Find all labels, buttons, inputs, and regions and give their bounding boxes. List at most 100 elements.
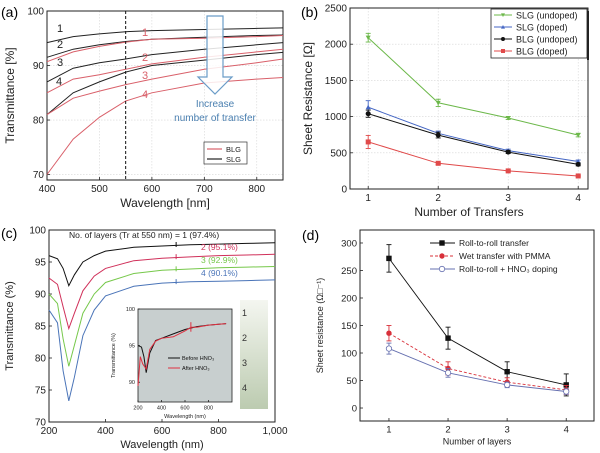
data-point-open-circle xyxy=(444,369,452,376)
x-axis-title: Wavelength (nm) xyxy=(164,414,206,420)
series-line xyxy=(46,77,284,175)
y-tick-label: 300 xyxy=(341,238,357,249)
data-point-circle xyxy=(505,149,511,155)
x-tick-label: 600 xyxy=(144,184,161,195)
panel-label-a: (a) xyxy=(1,4,18,20)
data-point-square xyxy=(504,369,510,375)
y-axis-title: Sheet Resistance [Ω] xyxy=(301,42,315,155)
data-point-triangle-down xyxy=(435,100,441,106)
x-tick-label: 800 xyxy=(210,426,227,437)
data-point-square xyxy=(435,160,441,166)
data-point-triangle-down xyxy=(501,13,505,17)
y-tick-label: 95 xyxy=(35,258,47,269)
x-tick-label: 200 xyxy=(133,406,142,412)
x-tick-label: 700 xyxy=(196,184,213,195)
chart-c-transmittance-spectra: 200 400 600 800 1,000 70 75 80 85 90 95 100 Waveleng… xyxy=(4,226,288,452)
x-tick-label: 600 xyxy=(180,406,189,412)
series-line xyxy=(46,51,284,115)
series-line xyxy=(46,34,284,58)
curve-label: 4 (90.1%) xyxy=(201,268,238,278)
x-tick-label: 800 xyxy=(248,184,265,195)
y-tick-label: 80 xyxy=(35,354,47,365)
x-tick-label: 400 xyxy=(39,184,56,195)
series-line xyxy=(388,258,567,386)
inset-legend-label: After HNO₃ xyxy=(182,366,210,372)
sample-label: 3 xyxy=(242,358,247,368)
y-tick-label: 150 xyxy=(341,321,357,332)
chart-title: No. of layers (Tr at 550 nm) = 1 (97.4%) xyxy=(69,230,219,240)
legend-label: SLG xyxy=(226,155,241,164)
data-point-square xyxy=(439,240,445,246)
y-tick-label: 90 xyxy=(35,290,47,301)
series-line xyxy=(48,242,276,287)
series-line xyxy=(48,253,276,331)
data-point-square xyxy=(386,255,392,262)
x-tick-label: 400 xyxy=(97,426,114,437)
y-tick-label: 70 xyxy=(33,170,45,181)
curve-label: 3 (92.9%) xyxy=(201,255,238,265)
x-tick-label: 4 xyxy=(564,425,569,436)
down-arrow-icon xyxy=(196,15,234,95)
y-tick-label: 0 xyxy=(352,403,357,414)
data-point-circle xyxy=(435,132,441,138)
y-tick-label: 0 xyxy=(341,185,347,196)
series-line xyxy=(368,113,579,165)
data-point-circle xyxy=(386,330,392,336)
y-tick-label: 500 xyxy=(330,148,347,159)
series-line xyxy=(388,332,567,391)
y-tick-label: 100 xyxy=(126,307,135,313)
sample-photo-strip xyxy=(240,300,268,409)
annotation-text: Increase xyxy=(196,99,235,110)
data-point-triangle-down xyxy=(365,35,371,41)
panel-label-d: (d) xyxy=(302,227,319,243)
legend-label: BLG (undoped) xyxy=(516,35,578,45)
curve-label: 1 xyxy=(142,27,148,39)
legend-box xyxy=(490,8,588,59)
data-point-triangle-down xyxy=(505,116,511,121)
data-point-square xyxy=(563,382,569,388)
y-tick-label: 80 xyxy=(33,116,45,127)
data-point-open-circle xyxy=(504,381,511,389)
curve-label: 2 xyxy=(142,52,148,64)
data-point-triangle-up xyxy=(501,25,505,29)
data-point-triangle-down xyxy=(575,133,581,138)
series-line xyxy=(46,35,284,63)
chart-b-sheet-resistance-vs-transfers: 1 2 3 4 0 500 1000 1500 2000 2500 Number of Transf… xyxy=(301,4,589,219)
series-line xyxy=(46,58,284,116)
x-tick-label: 3 xyxy=(504,425,509,436)
chart-a-transmittance-vs-wavelength: 400 500 600 700 800 70 80 90 100 Wavelength [nm] T… xyxy=(3,7,284,210)
y-tick-label: 50 xyxy=(346,376,357,387)
data-point-circle xyxy=(439,253,445,259)
y-tick-label: 2500 xyxy=(325,4,348,15)
y-tick-label: 2000 xyxy=(325,40,348,51)
x-axis-title: Number of Transfers xyxy=(414,205,523,219)
x-tick-label: 200 xyxy=(41,426,58,437)
data-point-square xyxy=(445,335,451,341)
y-tick-label: 200 xyxy=(341,293,357,304)
legend-label: Wet transfer with PMMA xyxy=(459,251,551,261)
data-point-square xyxy=(575,173,581,179)
x-axis-title: Wavelength (nm) xyxy=(120,439,203,451)
panel-label-b: (b) xyxy=(301,4,318,20)
y-tick-label: 90 xyxy=(129,380,135,386)
y-tick-label: 75 xyxy=(35,386,47,397)
annotation-text: number of transfer xyxy=(174,113,256,124)
x-tick-label: 1 xyxy=(365,193,371,204)
y-axis-title: Sheet resistance (Ω□⁻¹) xyxy=(315,278,325,373)
curve-label: 2 xyxy=(57,39,63,51)
inset-legend-label: Before HNO₃ xyxy=(182,356,214,362)
series-line xyxy=(137,323,227,386)
y-tick-label: 100 xyxy=(341,348,357,359)
legend-label: Roll-to-roll transfer xyxy=(459,238,529,248)
plot-frame xyxy=(46,10,284,181)
series-line xyxy=(388,348,567,392)
data-point-open-circle xyxy=(563,388,570,395)
curve-label: 4 xyxy=(56,76,62,88)
series-line xyxy=(46,42,284,83)
series-line xyxy=(46,48,284,94)
y-tick-label: 250 xyxy=(341,266,357,277)
data-point-square xyxy=(505,168,511,174)
data-point-circle xyxy=(575,161,581,167)
curve-label: 1 xyxy=(57,23,63,35)
